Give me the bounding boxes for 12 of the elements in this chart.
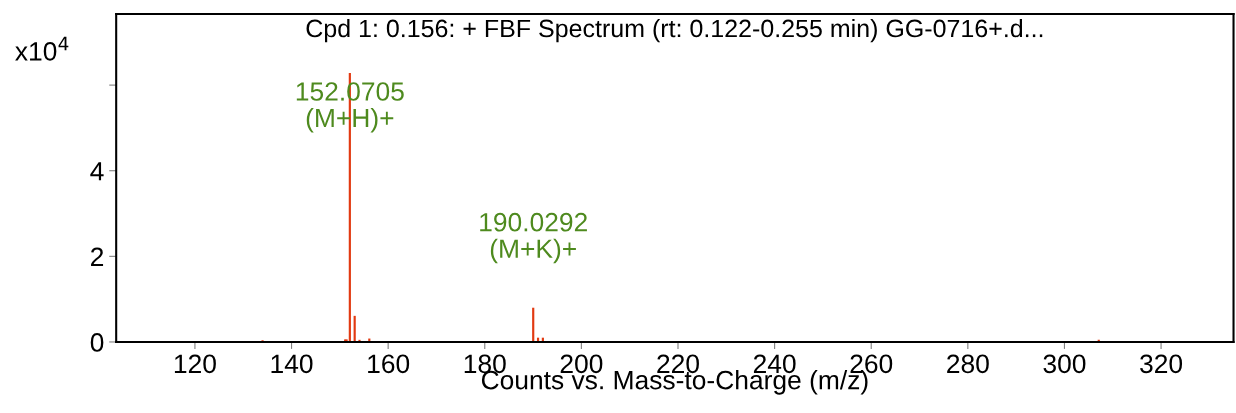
y-tick-label: 2 <box>91 247 104 266</box>
x-tick-label: 120 <box>174 354 216 374</box>
y-tick-label: 0 <box>90 333 104 352</box>
annotation: 190.0292 (M+K)+ <box>480 212 587 264</box>
text: x10$^{4}$ <box>15 36 69 61</box>
x-tick-label: 140 <box>271 354 313 374</box>
x-tick-label: 320 <box>1140 354 1183 374</box>
x-tick-label: 160 <box>368 354 410 374</box>
chart-title: Cpd 1: 0.156: + FBF Spectrum (rt: 0.122-0.255 min) GG-0716+.d... <box>306 18 1043 43</box>
x-tick-label: 300 <box>1043 354 1086 374</box>
x-tick-label: 280 <box>947 354 989 374</box>
y-tick-label: 4 <box>90 162 104 181</box>
